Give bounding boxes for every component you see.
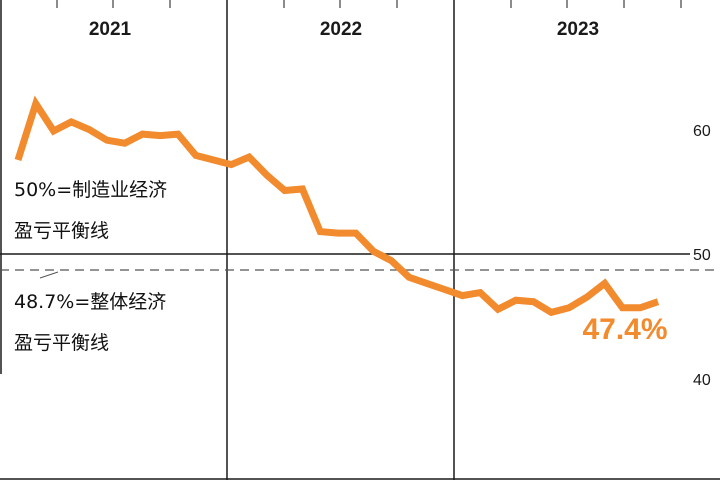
latest-value-label: 47.4% bbox=[582, 313, 667, 346]
manufacturing-breakeven-note: 50%=制造业经济 bbox=[14, 179, 167, 201]
overall-breakeven-note: 48.7%=整体经济 bbox=[14, 291, 166, 313]
y-tick-label: 50 bbox=[693, 247, 711, 264]
pmi-series-line bbox=[14, 95, 660, 317]
y-tick-label: 40 bbox=[693, 372, 711, 389]
annotation-leader bbox=[39, 271, 59, 279]
manufacturing-breakeven-note: 盈亏平衡线 bbox=[14, 220, 109, 242]
overall-breakeven-note: 盈亏平衡线 bbox=[14, 332, 109, 354]
year-label: 2022 bbox=[320, 19, 362, 40]
y-tick-label: 60 bbox=[693, 123, 711, 140]
year-label: 2023 bbox=[557, 19, 599, 40]
year-label: 2021 bbox=[89, 19, 132, 40]
